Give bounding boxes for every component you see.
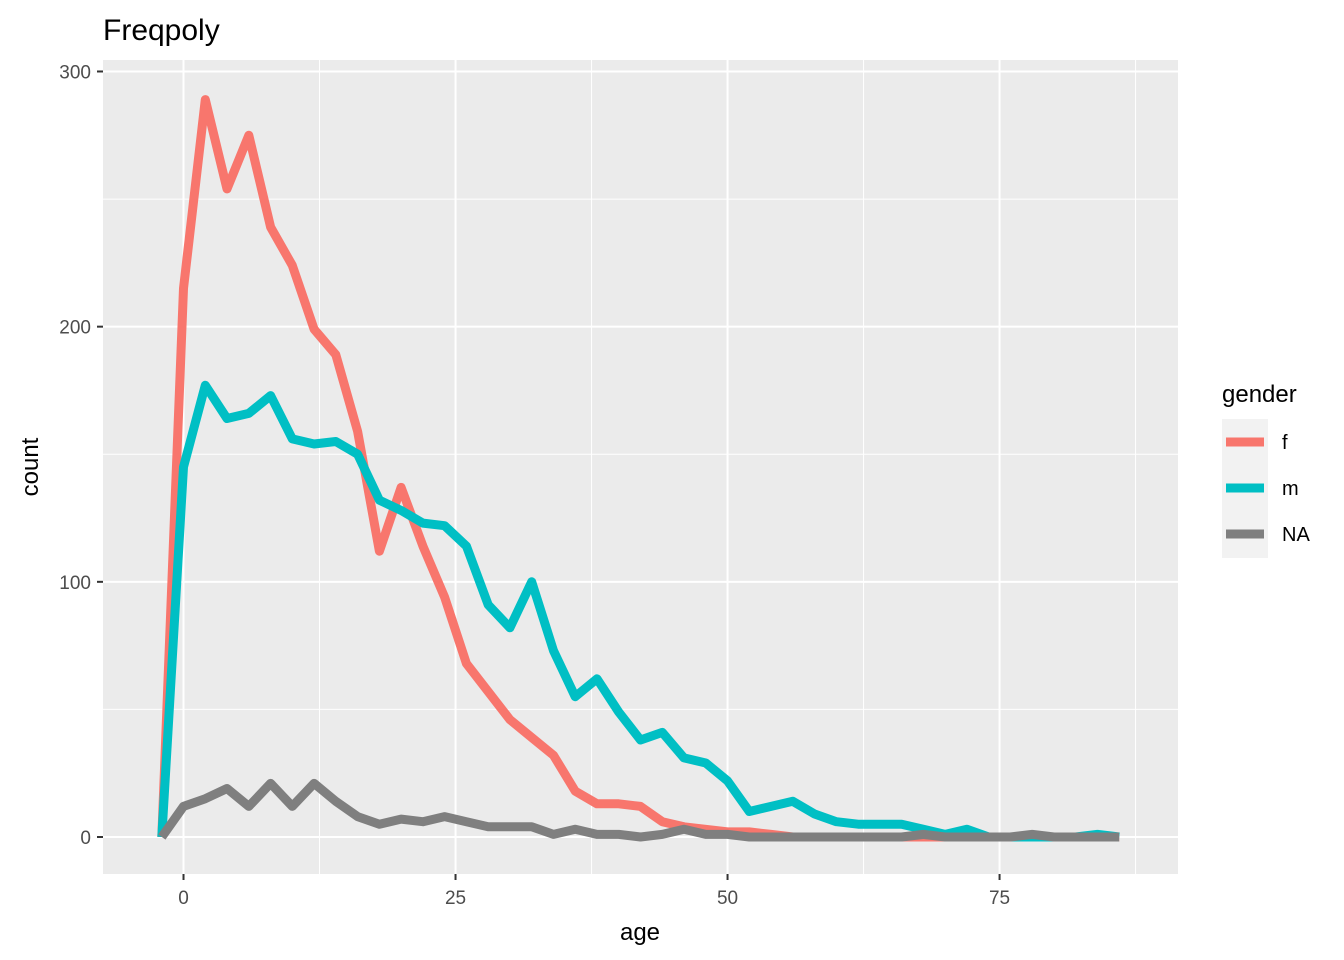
legend-items: f m NA <box>1226 432 1310 546</box>
y-tick-label: 0 <box>80 828 91 849</box>
legend: gender f m NA <box>1222 381 1310 558</box>
x-tick-label: 25 <box>445 888 466 909</box>
x-tick-label: 75 <box>989 888 1010 909</box>
series-line-m <box>157 380 1120 842</box>
legend-title: gender <box>1222 381 1297 408</box>
y-tick-label: 100 <box>59 573 91 594</box>
x-axis-ticks: 0 25 50 75 <box>178 874 1010 909</box>
legend-label-m: m <box>1282 478 1299 500</box>
series-layer <box>157 95 1120 842</box>
series-line-na <box>158 778 1120 842</box>
chart-title: Freqpoly <box>103 14 220 47</box>
y-tick-label: 300 <box>59 62 91 83</box>
y-axis-ticks: 0 100 200 300 <box>59 62 103 849</box>
legend-label-f: f <box>1282 432 1288 454</box>
x-tick-label: 0 <box>178 888 189 909</box>
legend-label-na: NA <box>1282 524 1310 546</box>
x-tick-label: 50 <box>717 888 738 909</box>
y-tick-label: 200 <box>59 318 91 339</box>
x-axis-title: age <box>620 919 660 946</box>
y-axis-title: count <box>17 437 44 496</box>
